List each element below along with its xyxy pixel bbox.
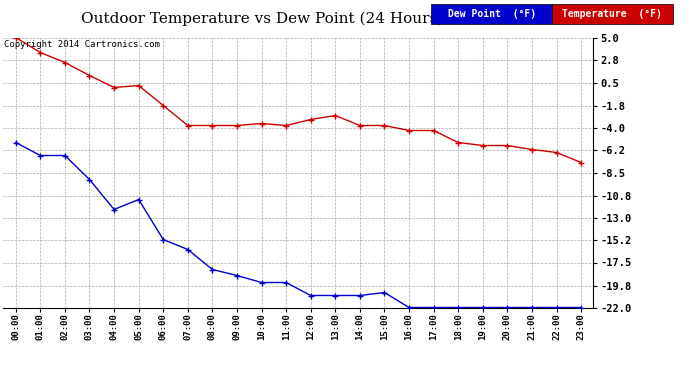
Text: Temperature  (°F): Temperature (°F) [562, 9, 662, 19]
Text: Copyright 2014 Cartronics.com: Copyright 2014 Cartronics.com [4, 40, 160, 49]
Text: Dew Point  (°F): Dew Point (°F) [448, 9, 535, 19]
Text: Outdoor Temperature vs Dew Point (24 Hours) 20140127: Outdoor Temperature vs Dew Point (24 Hou… [81, 11, 526, 26]
